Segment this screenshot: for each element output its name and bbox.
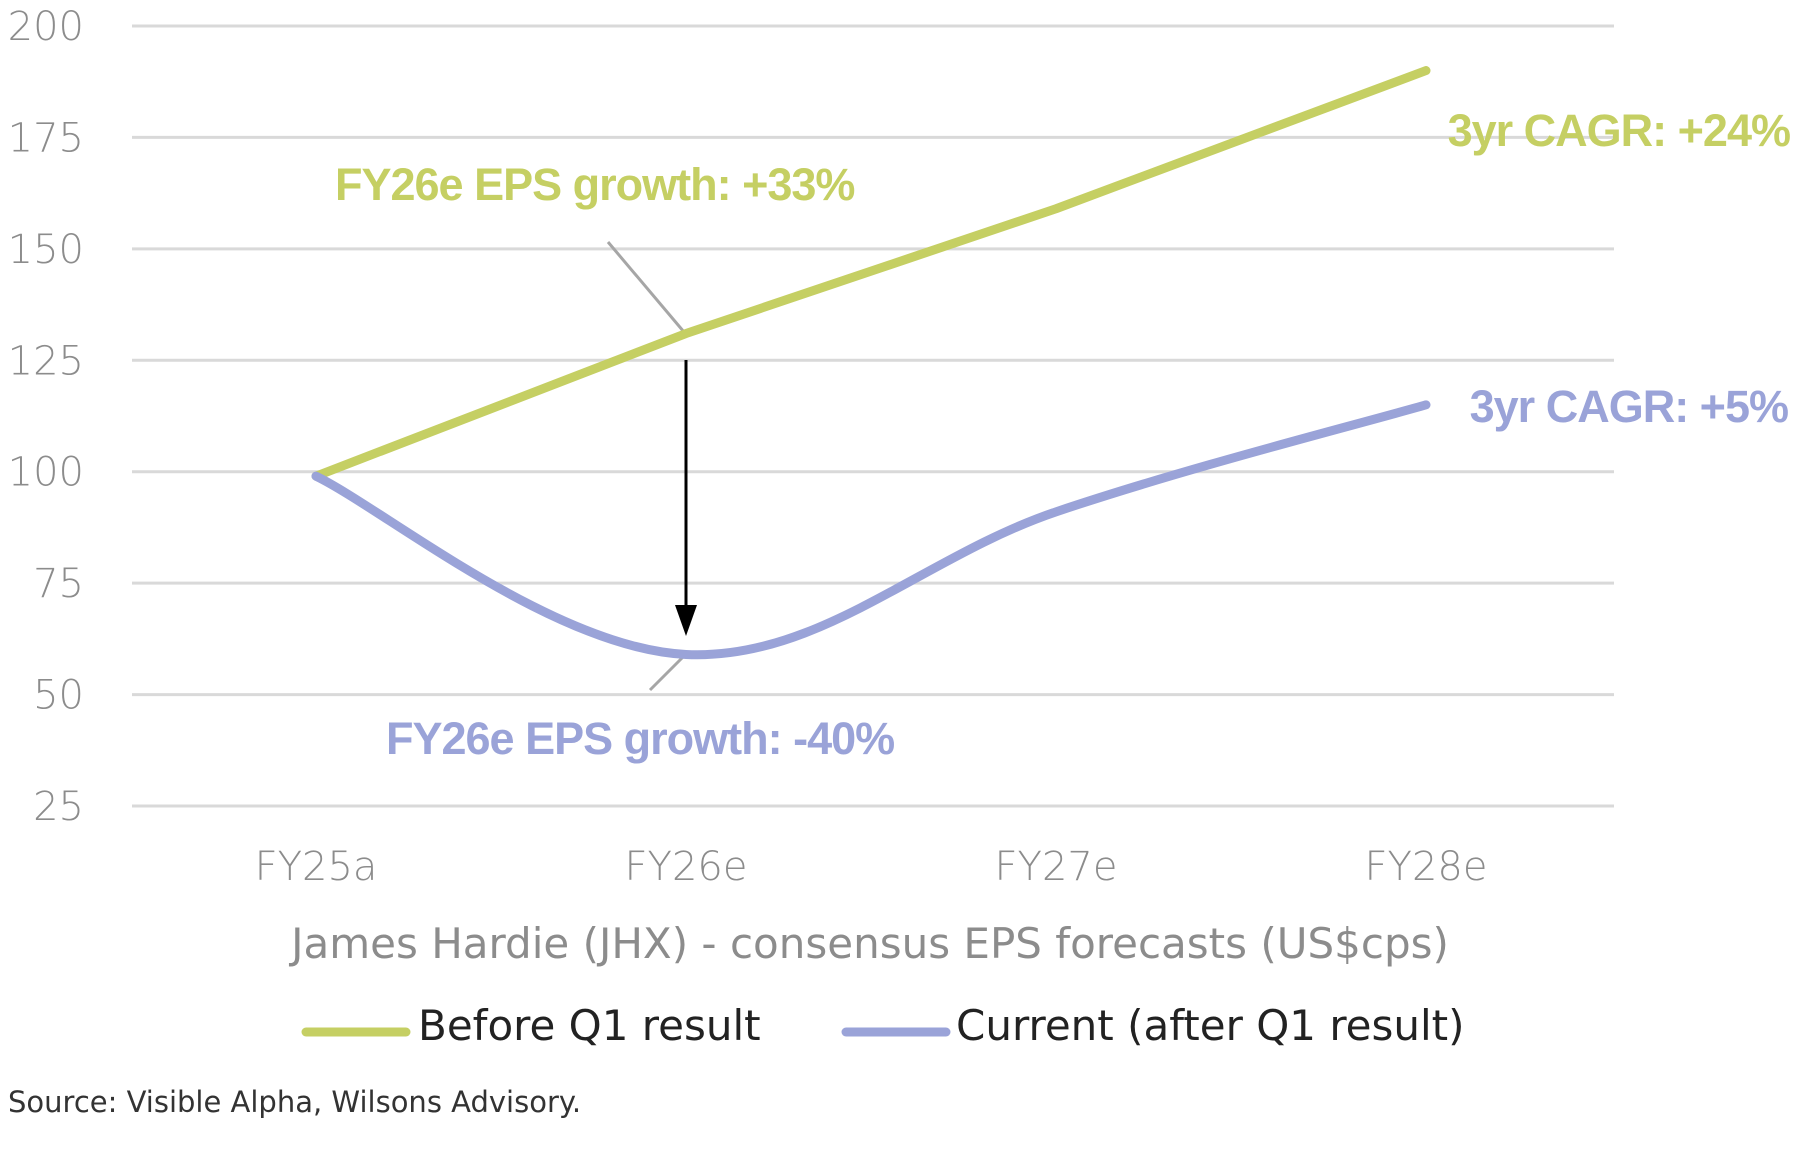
x-tick-label: FY26e [625,844,748,890]
y-axis-ticks: 200 175 150 125 100 75 50 25 [8,4,84,830]
y-tick-label: 100 [8,450,84,496]
chart-title: James Hardie (JHX) - consensus EPS forec… [288,919,1449,968]
y-tick-label: 75 [33,561,84,607]
current-growth-leader-line [648,654,686,692]
before-cagr-annotation: 3yr CAGR: +24% [1448,105,1790,156]
series-line-before [311,66,1431,481]
x-tick-label: FY27e [995,844,1118,890]
before-growth-leader-line [606,241,686,333]
series-line-current [311,400,1431,660]
y-tick-label: 50 [33,673,84,719]
current-cagr-annotation: 3yr CAGR: +5% [1470,381,1788,432]
x-tick-label: FY25a [255,844,378,890]
legend-label-before: Before Q1 result [418,1001,761,1050]
y-tick-label: 150 [8,227,84,273]
y-tick-label: 175 [8,115,84,161]
before-growth-annotation: FY26e EPS growth: +33% [335,159,854,210]
legend-label-current: Current (after Q1 result) [956,1001,1465,1050]
drop-arrow-head [675,605,697,636]
y-tick-label: 125 [8,338,84,384]
source-note: Source: Visible Alpha, Wilsons Advisory. [8,1085,581,1119]
gridlines [132,24,1614,808]
series-lines [311,66,1431,660]
y-tick-label: 25 [33,784,84,830]
y-tick-label: 200 [8,4,84,50]
x-axis-ticks: FY25a FY26e FY27e FY28e [255,844,1488,890]
current-growth-annotation: FY26e EPS growth: -40% [386,713,894,764]
x-tick-label: FY28e [1365,844,1488,890]
legend: Before Q1 result Current (after Q1 resul… [301,1001,1465,1050]
